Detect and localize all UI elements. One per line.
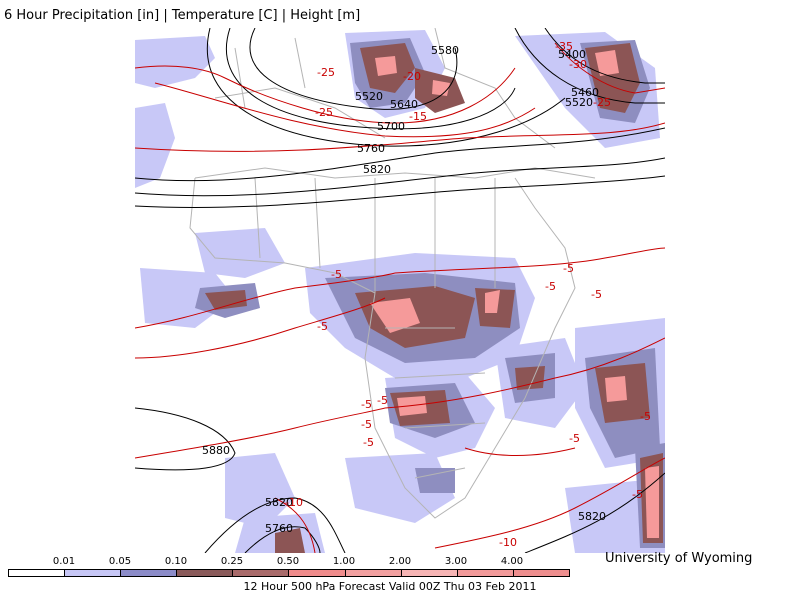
map-title: 6 Hour Precipitation [in] | Temperature … xyxy=(4,8,361,23)
height-label: 5820 xyxy=(363,163,391,176)
temperature-label: -5 xyxy=(632,488,643,501)
temperature-label: -35 xyxy=(555,40,573,53)
scale-tick-label: 1.00 xyxy=(332,556,356,567)
source-credit: University of Wyoming xyxy=(605,551,753,566)
height-label: 5520 xyxy=(355,90,383,103)
scale-tick-label: 2.00 xyxy=(388,556,412,567)
colorbar-swatch xyxy=(177,570,234,576)
height-label: 5520 xyxy=(565,96,593,109)
temperature-label: -5 xyxy=(331,268,342,281)
weather-map: 5580 5520 5640 5700 5760 5820 5400 5460 … xyxy=(135,28,665,553)
scale-tick-label: 0.10 xyxy=(164,556,188,567)
colorbar-swatch xyxy=(9,570,66,576)
temperature-label: -5 xyxy=(591,288,602,301)
colorbar-swatch xyxy=(65,570,122,576)
temperature-label: -5 xyxy=(361,398,372,411)
colorbar-swatch xyxy=(457,570,514,576)
scale-tick-label: 0.25 xyxy=(220,556,244,567)
temperature-label: -25 xyxy=(593,96,611,109)
temperature-label: -10 xyxy=(499,536,517,549)
colorbar-swatch xyxy=(513,570,569,576)
precip-scale-labels: 0.01 0.05 0.10 0.25 0.50 1.00 2.00 3.00 … xyxy=(8,556,568,570)
country-borders xyxy=(189,28,596,519)
height-label: 5700 xyxy=(377,120,405,133)
temperature-contours xyxy=(135,42,665,553)
temperature-label: -5 xyxy=(563,262,574,275)
temperature-label: -5 xyxy=(640,410,651,423)
temperature-label: -5 xyxy=(361,418,372,431)
height-label: 5880 xyxy=(202,444,230,457)
height-label: 5400 xyxy=(558,48,586,61)
height-label: 5760 xyxy=(357,142,385,155)
height-label: 5760 xyxy=(265,522,293,535)
temperature-label: -20 xyxy=(403,70,421,83)
height-contour-labels: 5580 5520 5640 5700 5760 5820 5400 5460 … xyxy=(202,44,606,535)
colorbar-swatch xyxy=(345,570,402,576)
colorbar-swatch xyxy=(233,570,290,576)
temperature-label: -25 xyxy=(315,106,333,119)
precip-colorbar xyxy=(8,569,570,577)
colorbar-swatch xyxy=(121,570,178,576)
forecast-valid-text: 12 Hour 500 hPa Forecast Valid 00Z Thu 0… xyxy=(243,580,537,593)
height-contours xyxy=(135,28,665,553)
temperature-label: -5 xyxy=(377,394,388,407)
temperature-label: -30 xyxy=(569,58,587,71)
temperature-label: -25 xyxy=(317,66,335,79)
height-label: 5460 xyxy=(571,86,599,99)
forecast-valid-footer: 12 Hour 500 hPa Forecast Valid 00Z Thu 0… xyxy=(0,580,800,593)
temperature-label: -5 xyxy=(317,320,328,333)
temperature-contour-labels: -35 -30 -25 -25 -20 -15 -25 -5 -5 -5 -5 … xyxy=(285,40,651,549)
temperature-label: -5 xyxy=(569,432,580,445)
height-label: 5820 xyxy=(265,496,293,509)
height-label: 5820 xyxy=(578,510,606,523)
height-label: 5580 xyxy=(431,44,459,57)
scale-tick-label: 0.05 xyxy=(108,556,132,567)
colorbar-swatch xyxy=(289,570,346,576)
scale-tick-label: 0.01 xyxy=(52,556,76,567)
temperature-label: -5 xyxy=(363,436,374,449)
height-label: 5640 xyxy=(390,98,418,111)
scale-tick-label: 3.00 xyxy=(444,556,468,567)
temperature-label: -15 xyxy=(409,110,427,123)
temperature-label: -10 xyxy=(285,496,303,509)
temperature-label: -5 xyxy=(545,280,556,293)
colorbar-swatch xyxy=(401,570,458,576)
scale-tick-label: 0.50 xyxy=(276,556,300,567)
scale-tick-label: 4.00 xyxy=(500,556,524,567)
